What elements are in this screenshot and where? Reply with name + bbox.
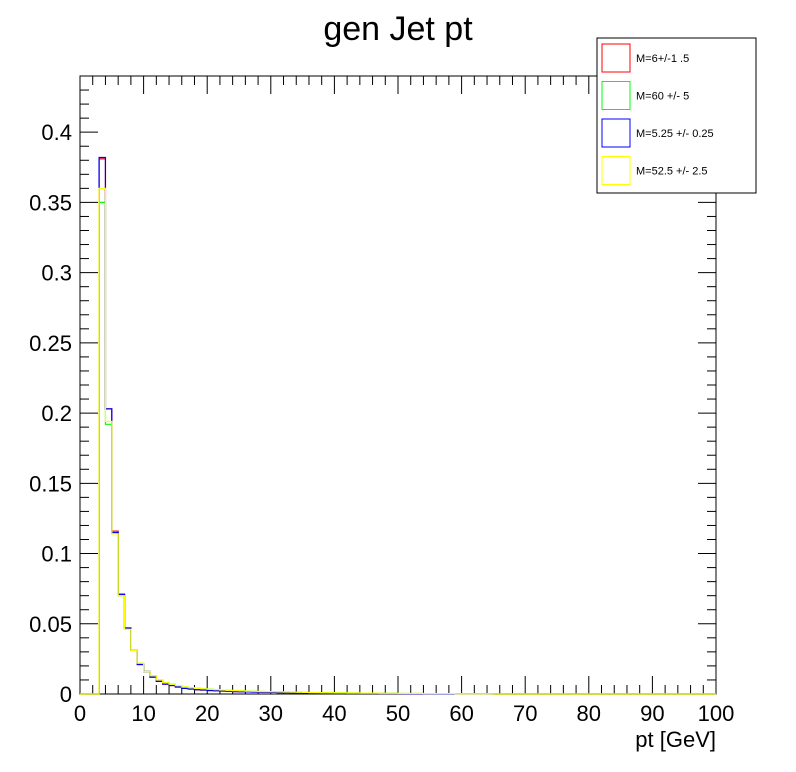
- legend-label: M=5.25 +/- 0.25: [636, 128, 714, 140]
- legend-label: M=52.5 +/- 2.5: [636, 166, 708, 178]
- x-tick-label: 20: [195, 701, 219, 726]
- y-tick-label: 0: [60, 682, 72, 707]
- x-axis: 0 10 20 30 40 50 60 70 80 90 100: [74, 76, 734, 726]
- y-tick-label: 0.35: [29, 190, 72, 215]
- y-axis: 0 0.05 0.1 0.15 0.2 0.25 0.3 0.35 0.4: [29, 75, 716, 707]
- chart-title: gen Jet pt: [323, 10, 473, 48]
- x-tick-label: 50: [386, 701, 410, 726]
- y-tick-label: 0.2: [41, 401, 72, 426]
- x-tick-label: 30: [259, 701, 283, 726]
- x-tick-label: 10: [131, 701, 155, 726]
- legend-label: M=60 +/- 5: [636, 91, 689, 103]
- y-tick-label: 0.4: [41, 120, 72, 145]
- y-tick-label: 0.05: [29, 612, 72, 637]
- x-tick-label: 40: [322, 701, 346, 726]
- legend-swatch: [601, 156, 631, 185]
- legend-swatch: [601, 43, 631, 73]
- x-tick-label: 80: [577, 701, 601, 726]
- x-tick-label: 70: [513, 701, 537, 726]
- y-tick-label: 0.3: [41, 261, 72, 286]
- legend-swatch: [601, 118, 631, 148]
- histogram-series-1: [80, 158, 716, 695]
- x-tick-label: 0: [74, 701, 86, 726]
- histogram-series-2: [80, 201, 716, 695]
- legend-label: M=6+/-1 .5: [636, 53, 689, 65]
- x-tick-label: 100: [698, 701, 735, 726]
- y-tick-label: 0.15: [29, 471, 72, 496]
- y-tick-label: 0.1: [41, 542, 72, 567]
- legend: M=6+/-1 .5 M=60 +/- 5 M=5.25 +/- 0.25 M=52.…: [596, 37, 757, 194]
- y-tick-label: 0.25: [29, 331, 72, 356]
- histogram-series: [80, 156, 716, 695]
- histogram-series-3: [80, 156, 716, 695]
- x-tick-label: 60: [449, 701, 473, 726]
- legend-swatch: [601, 81, 631, 110]
- x-axis-label: pt [GeV]: [635, 727, 716, 752]
- histogram-series-4: [80, 187, 716, 695]
- x-tick-label: 90: [640, 701, 664, 726]
